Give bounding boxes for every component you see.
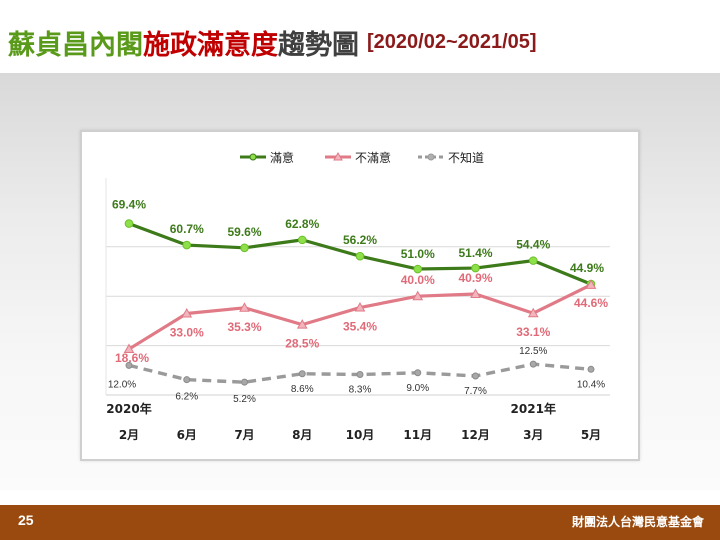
data-label-satisfied: 62.8% <box>285 217 319 231</box>
point-unknown <box>298 370 306 378</box>
point-dissatisfied <box>181 307 193 318</box>
point-unknown <box>529 360 537 368</box>
data-label-satisfied: 59.6% <box>227 225 261 239</box>
x-tick-label: 12月 <box>461 428 490 442</box>
point-satisfied <box>528 256 538 265</box>
title-cabinet: 蘇貞昌內閣 <box>8 29 143 61</box>
point-dissatisfied <box>354 302 366 312</box>
point-unknown <box>356 370 364 378</box>
point-dissatisfied <box>585 279 597 289</box>
data-label-dissatisfied: 18.6% <box>115 351 149 365</box>
data-label-satisfied: 54.4% <box>516 238 550 252</box>
data-label-unknown: 5.2% <box>233 394 256 405</box>
point-satisfied <box>413 264 423 274</box>
data-label-dissatisfied: 33.1% <box>516 325 550 339</box>
data-label-unknown: 12.5% <box>519 346 547 357</box>
data-label-unknown: 8.6% <box>291 384 314 395</box>
point-unknown <box>241 378 248 386</box>
page-number: 25 <box>18 512 34 528</box>
data-label-satisfied: 56.2% <box>343 233 377 247</box>
point-satisfied <box>182 240 192 250</box>
legend-label: 滿意 <box>270 150 294 165</box>
point-dissatisfied <box>470 288 481 298</box>
x-tick-label: 2月 <box>119 428 139 442</box>
title-date-range: [2020/02~2021/05] <box>367 30 537 53</box>
data-label-dissatisfied: 28.5% <box>285 337 319 351</box>
organization-name: 財團法人台灣民意基金會 <box>571 515 704 529</box>
point-satisfied <box>240 243 249 253</box>
x-year-label: 2021年 <box>511 401 556 416</box>
x-tick-label: 8月 <box>292 428 312 442</box>
legend-marker <box>427 153 435 161</box>
data-label-satisfied: 51.0% <box>401 247 435 261</box>
x-tick-label: 5月 <box>581 428 601 442</box>
legend-label: 不知道 <box>448 151 484 165</box>
data-label-satisfied: 51.4% <box>458 246 492 260</box>
legend-marker <box>249 153 257 161</box>
point-unknown <box>587 365 595 373</box>
point-dissatisfied <box>412 290 424 301</box>
point-unknown <box>472 372 479 380</box>
data-label-satisfied: 60.7% <box>170 222 204 236</box>
data-label-unknown: 8.3% <box>349 384 372 395</box>
point-dissatisfied <box>239 302 250 312</box>
x-tick-label: 6月 <box>177 428 197 442</box>
data-label-unknown: 7.7% <box>464 386 487 397</box>
footer-bar <box>0 505 720 540</box>
title-trend: 趨勢圖 <box>278 29 359 61</box>
data-label-dissatisfied: 40.0% <box>401 273 435 287</box>
point-dissatisfied <box>296 319 308 329</box>
point-satisfied <box>297 235 307 245</box>
point-satisfied <box>124 219 134 228</box>
chart-panel <box>80 130 640 461</box>
data-label-unknown: 6.2% <box>175 392 198 403</box>
title-approval: 施政滿意度 <box>143 29 278 61</box>
point-unknown <box>414 369 422 377</box>
data-label-satisfied: 69.4% <box>112 198 146 212</box>
x-tick-label: 10月 <box>346 428 375 442</box>
data-label-dissatisfied: 40.9% <box>458 271 492 285</box>
x-year-label: 2020年 <box>106 401 151 416</box>
point-dissatisfied <box>123 343 135 354</box>
point-unknown <box>125 361 133 369</box>
slide-title: 蘇貞昌內閣 施政滿意度 趨勢圖 [2020/02~2021/05] <box>8 22 537 62</box>
x-tick-label: 3月 <box>523 428 543 442</box>
point-satisfied <box>355 251 365 261</box>
legend-marker <box>333 151 343 161</box>
point-dissatisfied <box>527 307 539 318</box>
data-label-dissatisfied: 33.0% <box>170 325 204 339</box>
x-tick-label: 11月 <box>403 428 432 442</box>
data-label-unknown: 10.4% <box>577 379 605 390</box>
legend-label: 不滿意 <box>355 150 391 165</box>
point-unknown <box>183 376 191 384</box>
data-label-dissatisfied: 35.4% <box>343 320 377 334</box>
point-satisfied <box>471 263 480 273</box>
data-label-dissatisfied: 44.6% <box>574 296 608 310</box>
data-label-unknown: 12.0% <box>108 379 136 390</box>
data-label-dissatisfied: 35.3% <box>227 320 261 334</box>
x-tick-label: 7月 <box>234 428 254 442</box>
line-chart: 滿意 不滿意 不知道 69.4% 60.7% 59.6% 62.8% 56.2% 51.0% 51… <box>105 150 610 442</box>
data-label-satisfied: 44.9% <box>570 261 604 275</box>
data-label-unknown: 9.0% <box>406 383 429 394</box>
